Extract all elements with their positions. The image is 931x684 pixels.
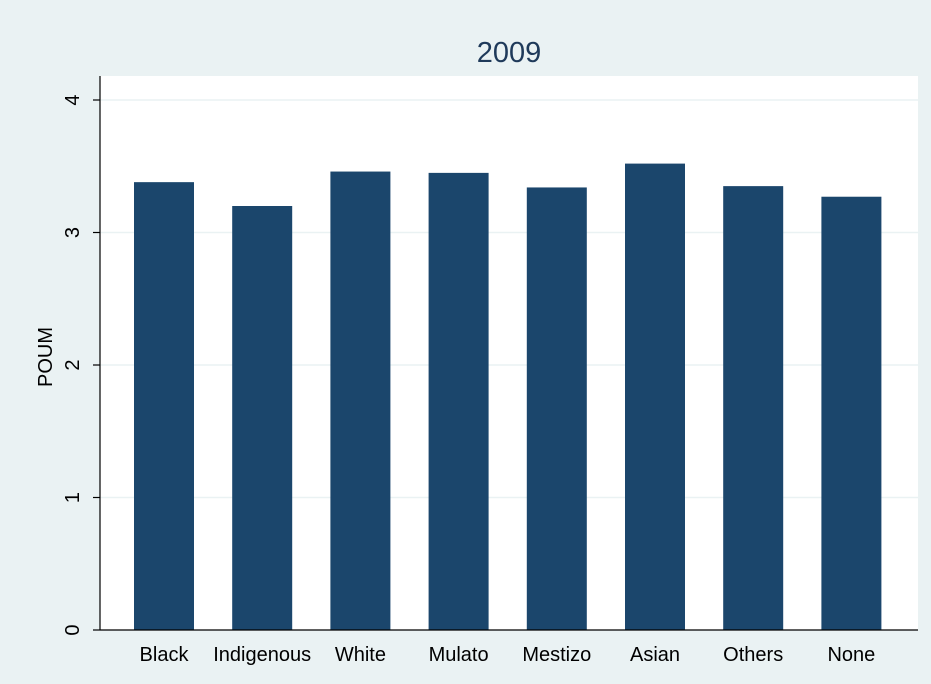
bar-none [821, 196, 882, 630]
y-tick-label: 4 [62, 94, 84, 105]
y-tick-label: 3 [62, 227, 84, 238]
x-tick-label: Others [723, 644, 783, 666]
x-tick-label: Mulato [429, 644, 489, 666]
bar-white [330, 171, 391, 631]
chart-title: 2009 [477, 37, 542, 69]
y-ticks: 0 1 2 3 4 [62, 94, 100, 636]
x-tick-label: Asian [630, 644, 680, 666]
x-tick-label: White [335, 644, 386, 666]
bar-asian [625, 163, 685, 630]
y-tick-label: 1 [62, 492, 84, 503]
x-tick-label: None [827, 644, 875, 666]
plot-area [100, 76, 918, 630]
bar-others [723, 186, 784, 630]
x-tick-label: Black [140, 644, 190, 666]
x-tick-label: Indigenous [213, 644, 311, 666]
bar-black [134, 182, 194, 630]
y-tick-label: 0 [62, 624, 84, 635]
y-tick-label: 2 [62, 359, 84, 370]
y-axis-label: POUM [35, 327, 57, 387]
bars [134, 163, 882, 631]
x-tick-label: Mestizo [522, 644, 591, 666]
bar-mulato [428, 172, 489, 630]
bar-mestizo [526, 187, 587, 630]
bar-indigenous [232, 206, 293, 630]
x-tick-labels: Black Indigenous White Mulato Mestizo Asian Ot… [140, 644, 876, 666]
